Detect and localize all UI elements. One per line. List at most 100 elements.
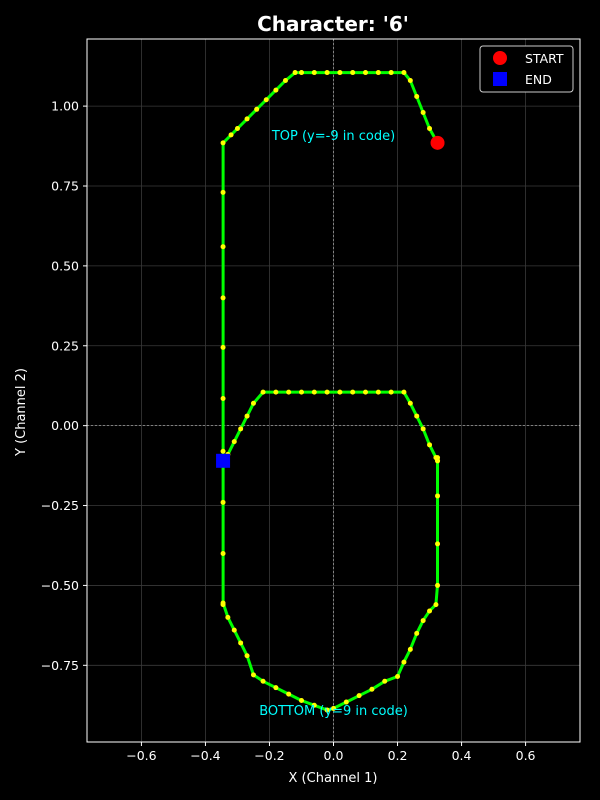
trajectory-point	[356, 693, 362, 699]
trajectory-point	[260, 678, 266, 684]
y-axis-label: Y (Channel 2)	[14, 368, 29, 457]
trajectory-point	[282, 78, 288, 84]
trajectory-point	[414, 630, 420, 636]
y-tick-label-6: 0.75	[51, 178, 79, 193]
y-tick-label-0: −0.75	[41, 658, 79, 673]
trajectory-point	[414, 413, 420, 419]
trajectory-point	[420, 426, 426, 432]
legend: START END	[479, 45, 574, 93]
trajectory-point	[420, 109, 426, 115]
trajectory-point	[220, 550, 226, 556]
trajectory-point	[350, 70, 356, 76]
trajectory-point	[220, 448, 226, 454]
start-marker	[430, 135, 445, 150]
trajectory-point	[311, 70, 317, 76]
trajectory-point	[401, 70, 407, 76]
trajectory-point	[324, 389, 330, 395]
trajectory-point	[388, 389, 394, 395]
trajectory-point	[435, 582, 441, 588]
x-tick-label-4: 0.2	[388, 748, 408, 763]
series-layer	[220, 70, 441, 713]
trajectory-point	[273, 87, 279, 93]
trajectory-point	[220, 244, 226, 250]
y-tick-label-7: 1.00	[51, 99, 79, 114]
trajectory-point	[407, 646, 413, 652]
trajectory-point	[350, 389, 356, 395]
trajectory-point	[225, 614, 231, 620]
x-tick-label-1: −0.4	[190, 748, 220, 763]
trajectory-point	[298, 70, 304, 76]
trajectory-point	[220, 344, 226, 350]
trajectory-point	[375, 70, 381, 76]
trajectory-point	[231, 627, 237, 633]
trajectory-point	[382, 678, 388, 684]
trajectory-point	[244, 413, 250, 419]
axis-ticks: −0.6 −0.4 −0.2 0.0 0.2 0.4 0.6 −0.75 −0.50 −0.25 0…	[41, 99, 536, 763]
trajectory-point	[435, 541, 441, 547]
trajectory-point	[363, 70, 369, 76]
trajectory-point	[220, 600, 226, 606]
trajectory-point	[375, 389, 381, 395]
y-tick-label-2: −0.25	[41, 498, 79, 513]
trajectory-point	[286, 691, 292, 697]
trajectory-point	[254, 106, 260, 112]
annotation-bottom: BOTTOM (y=9 in code)	[259, 704, 408, 719]
legend-start-marker	[493, 51, 507, 65]
trajectory-point	[228, 132, 234, 138]
x-tick-label-6: 0.6	[516, 748, 536, 763]
trajectory-point	[420, 618, 426, 624]
trajectory-point	[388, 70, 394, 76]
trajectory-point	[311, 702, 317, 708]
annotations: TOP (y=-9 in code) BOTTOM (y=9 in code)	[259, 129, 408, 719]
grid	[87, 39, 580, 742]
trajectory-point	[273, 389, 279, 395]
trajectory-point	[427, 125, 433, 131]
trajectory-point	[337, 389, 343, 395]
x-axis-label: X (Channel 1)	[289, 771, 378, 786]
trajectory-point	[244, 653, 250, 659]
x-tick-label-0: −0.6	[126, 748, 156, 763]
trajectory-point	[220, 189, 226, 195]
x-tick-label-2: −0.2	[254, 748, 284, 763]
trajectory-point	[220, 499, 226, 505]
trajectory-point	[220, 395, 226, 401]
trajectory-point	[407, 78, 413, 84]
trajectory-point	[234, 125, 240, 131]
trajectory-point	[324, 70, 330, 76]
end-marker	[216, 453, 231, 468]
markers-layer	[216, 135, 445, 468]
trajectory-point	[292, 70, 298, 76]
trajectory-point	[238, 640, 244, 646]
trajectory-point	[263, 97, 269, 103]
trajectory-point	[286, 389, 292, 395]
trajectory-point	[343, 699, 349, 705]
trajectory-point	[435, 493, 441, 499]
legend-end-label: END	[525, 72, 552, 87]
trajectory-point	[407, 400, 413, 406]
trajectory-point	[427, 442, 433, 448]
trajectory-point	[298, 697, 304, 703]
trajectory-point	[250, 672, 256, 678]
y-tick-label-3: 0.00	[51, 418, 79, 433]
trajectory-point	[414, 94, 420, 100]
trajectory-point	[250, 400, 256, 406]
trajectory-point	[433, 602, 439, 608]
legend-end-marker	[493, 72, 507, 86]
trajectory-point	[363, 389, 369, 395]
y-tick-label-1: −0.50	[41, 578, 79, 593]
trajectory-point	[369, 686, 375, 692]
trajectory-point	[260, 389, 266, 395]
trajectory-point	[324, 707, 330, 713]
trajectory-point	[220, 140, 226, 146]
trajectory-point	[427, 608, 433, 614]
trajectory-point	[273, 685, 279, 691]
trajectory-point	[337, 70, 343, 76]
y-tick-label-4: 0.25	[51, 338, 79, 353]
y-tick-label-5: 0.50	[51, 258, 79, 273]
trajectory-point	[401, 659, 407, 665]
legend-start-label: START	[525, 51, 564, 66]
zero-lines	[87, 39, 580, 742]
trajectory-point	[331, 705, 336, 711]
